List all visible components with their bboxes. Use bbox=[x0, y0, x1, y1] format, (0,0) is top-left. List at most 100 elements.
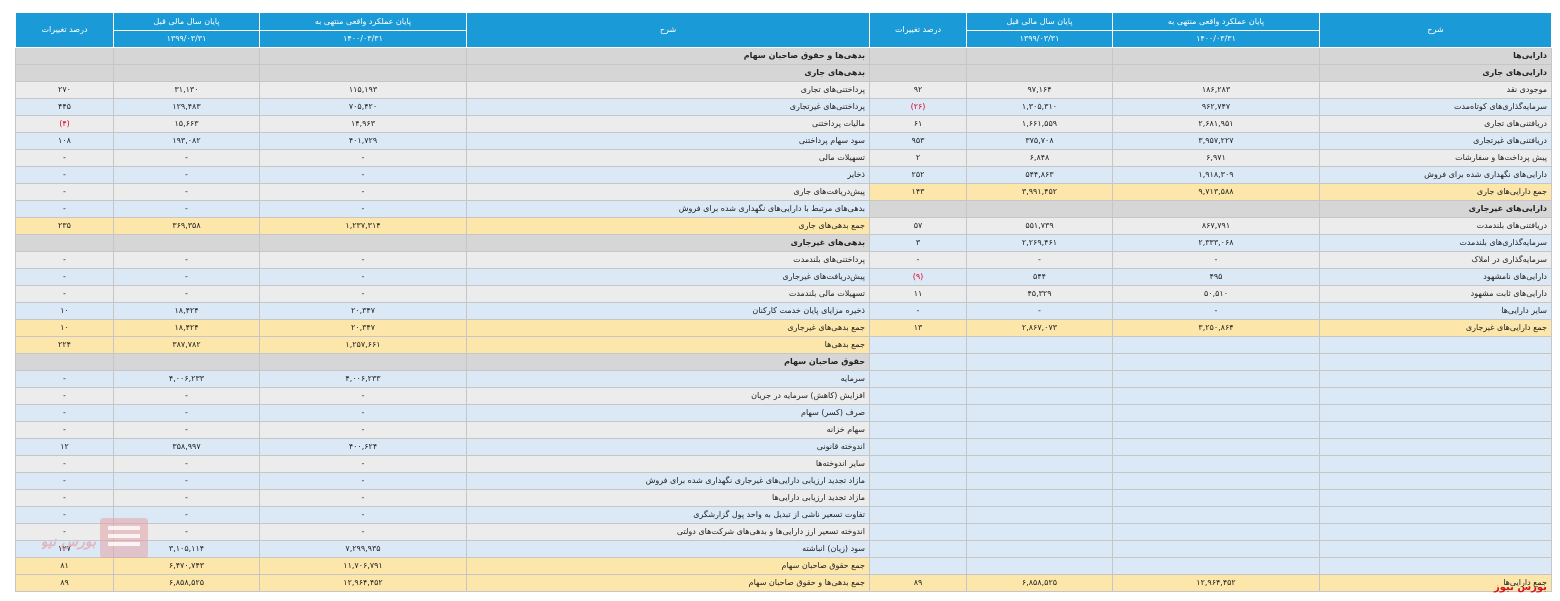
asset-actual-cell bbox=[1112, 472, 1320, 490]
watermark-text: بورس نیوز bbox=[42, 534, 97, 550]
asset-pct-cell bbox=[869, 557, 967, 575]
liab-label-cell: تسهیلات مالی بلندمدت bbox=[466, 285, 870, 303]
table-row: - - - افزایش (کاهش) سرمایه در جریان bbox=[15, 387, 1552, 405]
table-row: - - - پیش‌دریافت‌های غیرجاری (۹) ۵۴۴ ۴۹۵ دارایی… bbox=[15, 268, 1552, 286]
asset-label-cell: موجودی نقد bbox=[1319, 81, 1552, 99]
table-row: - - - تسهیلات مالی ۲ ۶,۸۴۸ ۶,۹۷۱ پیش پرداخت‌ها … bbox=[15, 149, 1552, 167]
asset-desc-header: شرح bbox=[1319, 12, 1552, 48]
liab-pct-cell: - bbox=[15, 251, 114, 269]
liab-actual-cell: - bbox=[259, 489, 467, 507]
liab-label-cell: پرداختنی‌های غیرتجاری bbox=[466, 98, 870, 116]
liab-prev-cell: ۳۵۸,۹۹۷ bbox=[113, 438, 260, 456]
asset-prev-cell bbox=[966, 47, 1113, 65]
asset-pct-cell bbox=[869, 489, 967, 507]
asset-prev-cell bbox=[966, 455, 1113, 473]
liab-prev-cell: ۳۶۹,۳۵۸ bbox=[113, 217, 260, 235]
liab-prev-cell: - bbox=[113, 285, 260, 303]
liab-actual-date: ۱۴۰۰/۰۳/۳۱ bbox=[259, 30, 467, 48]
asset-actual-cell: - bbox=[1112, 251, 1320, 269]
asset-label-cell: جمع دارایی‌های جاری bbox=[1319, 183, 1552, 201]
liab-actual-cell: - bbox=[259, 285, 467, 303]
liab-label-cell: حقوق صاحبان سهام bbox=[466, 353, 870, 371]
asset-actual-cell bbox=[1112, 336, 1320, 354]
asset-prev-cell bbox=[966, 336, 1113, 354]
brand-logo-text: بورس نیوز bbox=[1494, 582, 1547, 593]
liab-label-cell: سود سهام پرداختنی bbox=[466, 132, 870, 150]
liab-prev-cell: - bbox=[113, 251, 260, 269]
liab-pct-cell bbox=[15, 234, 114, 252]
asset-actual-cell bbox=[1112, 489, 1320, 507]
liab-pct-cell: - bbox=[15, 421, 114, 439]
asset-label-cell: جمع دارایی‌های غیرجاری bbox=[1319, 319, 1552, 337]
asset-pct-cell: ۱۴۳ bbox=[869, 183, 967, 201]
table-row: - - - تسهیلات مالی بلندمدت ۱۱ ۴۵,۳۲۹ ۵۰,۵۱۰ دار… bbox=[15, 285, 1552, 303]
asset-actual-cell: ۹,۷۱۳,۵۸۸ bbox=[1112, 183, 1320, 201]
liab-actual-cell: ۲۰,۳۴۷ bbox=[259, 319, 467, 337]
liab-label-cell: ذخایر bbox=[466, 166, 870, 184]
asset-label-cell: دارایی‌های نامشهود bbox=[1319, 268, 1552, 286]
asset-prev-cell: ۱,۳۰۵,۳۱۰ bbox=[966, 98, 1113, 116]
liab-prev-header: پایان سال مالی قبل bbox=[113, 12, 260, 31]
asset-pct-cell: - bbox=[869, 251, 967, 269]
liab-actual-cell: ۱۱,۷۰۶,۷۹۱ bbox=[259, 557, 467, 575]
asset-prev-cell: ۶,۸۵۸,۵۲۵ bbox=[966, 574, 1113, 592]
liab-actual-cell: ۲۰,۳۴۷ bbox=[259, 302, 467, 320]
liab-label-cell: جمع حقوق صاحبان سهام bbox=[466, 557, 870, 575]
liab-label-cell: پیش‌دریافت‌های جاری bbox=[466, 183, 870, 201]
asset-actual-cell: ۳,۲۵۰,۸۶۴ bbox=[1112, 319, 1320, 337]
liab-label-cell: ذخیره مزایای پایان خدمت کارکنان bbox=[466, 302, 870, 320]
asset-actual-cell bbox=[1112, 47, 1320, 65]
liab-pct-cell: - bbox=[15, 489, 114, 507]
table-row: - - - بدهی‌های مرتبط با دارایی‌های نگهداری … bbox=[15, 200, 1552, 218]
asset-pct-cell bbox=[869, 200, 967, 218]
asset-label-cell bbox=[1319, 557, 1552, 575]
asset-pct-cell bbox=[869, 540, 967, 558]
liab-actual-cell: ۱,۲۵۷,۶۶۱ bbox=[259, 336, 467, 354]
asset-pct-cell bbox=[869, 438, 967, 456]
liab-pct-cell: ۸۱ bbox=[15, 557, 114, 575]
asset-prev-cell: ۹۷,۱۶۴ bbox=[966, 81, 1113, 99]
liab-prev-cell: - bbox=[113, 489, 260, 507]
asset-label-cell bbox=[1319, 489, 1552, 507]
asset-pct-cell bbox=[869, 404, 967, 422]
asset-pct-cell: ۲۵۲ bbox=[869, 166, 967, 184]
liab-label-cell: سهام خزانه bbox=[466, 421, 870, 439]
asset-pct-cell: ۸۹ bbox=[869, 574, 967, 592]
liab-prev-cell: ۶,۸۵۸,۵۲۵ bbox=[113, 574, 260, 592]
table-row: (۴) ۱۵,۶۶۳ ۱۴,۹۶۳ مالیات پرداختنی ۶۱ ۱,۶۶۱,۵۵… bbox=[15, 115, 1552, 133]
asset-actual-date: ۱۴۰۰/۰۳/۳۱ bbox=[1112, 30, 1320, 48]
asset-actual-cell bbox=[1112, 370, 1320, 388]
liab-prev-cell: ۳۱,۱۳۰ bbox=[113, 81, 260, 99]
asset-prev-cell: ۴۵,۳۲۹ bbox=[966, 285, 1113, 303]
table-row: - - - مازاد تجدید ارزیابی دارایی‌های غیرجار… bbox=[15, 472, 1552, 490]
asset-actual-cell bbox=[1112, 506, 1320, 524]
liab-label-cell: جمع بدهی‌های غیرجاری bbox=[466, 319, 870, 337]
table-row: ۲۲۴ ۳۸۷,۷۸۲ ۱,۲۵۷,۶۶۱ جمع بدهی‌ها bbox=[15, 336, 1552, 354]
liab-prev-cell: ۱۵,۶۶۳ bbox=[113, 115, 260, 133]
liab-pct-cell: - bbox=[15, 285, 114, 303]
asset-label-cell: پیش پرداخت‌ها و سفارشات bbox=[1319, 149, 1552, 167]
asset-label-cell bbox=[1319, 455, 1552, 473]
asset-actual-cell bbox=[1112, 387, 1320, 405]
liab-actual-header: پایان عملکرد واقعی منتهی به bbox=[259, 12, 467, 31]
asset-pct-cell bbox=[869, 455, 967, 473]
asset-actual-cell: ۴۹۵ bbox=[1112, 268, 1320, 286]
asset-actual-cell: ۱۸۶,۲۸۳ bbox=[1112, 81, 1320, 99]
asset-pct-cell: ۶۱ bbox=[869, 115, 967, 133]
table-row: - - - پیش‌دریافت‌های جاری ۱۴۳ ۳,۹۹۱,۴۵۲ ۹,۷۱۳,… bbox=[15, 183, 1552, 201]
asset-prev-cell bbox=[966, 387, 1113, 405]
liab-prev-cell: - bbox=[113, 166, 260, 184]
asset-actual-cell: ۳,۹۵۷,۲۲۷ bbox=[1112, 132, 1320, 150]
liab-actual-cell: - bbox=[259, 404, 467, 422]
liab-label-cell: تسهیلات مالی bbox=[466, 149, 870, 167]
asset-prev-cell bbox=[966, 557, 1113, 575]
asset-pct-cell: - bbox=[869, 302, 967, 320]
asset-prev-cell: ۵۴۴ bbox=[966, 268, 1113, 286]
asset-pct-cell bbox=[869, 353, 967, 371]
liab-pct-cell: ۱۲ bbox=[15, 438, 114, 456]
asset-label-cell: دریافتنی‌های تجاری bbox=[1319, 115, 1552, 133]
asset-pct-cell bbox=[869, 336, 967, 354]
liab-prev-cell: ۱۲۹,۴۸۳ bbox=[113, 98, 260, 116]
asset-label-cell bbox=[1319, 438, 1552, 456]
table-body: بدهی‌ها و حقوق صاحبان سهام دارایی‌ها بدهی‌… bbox=[15, 47, 1552, 592]
